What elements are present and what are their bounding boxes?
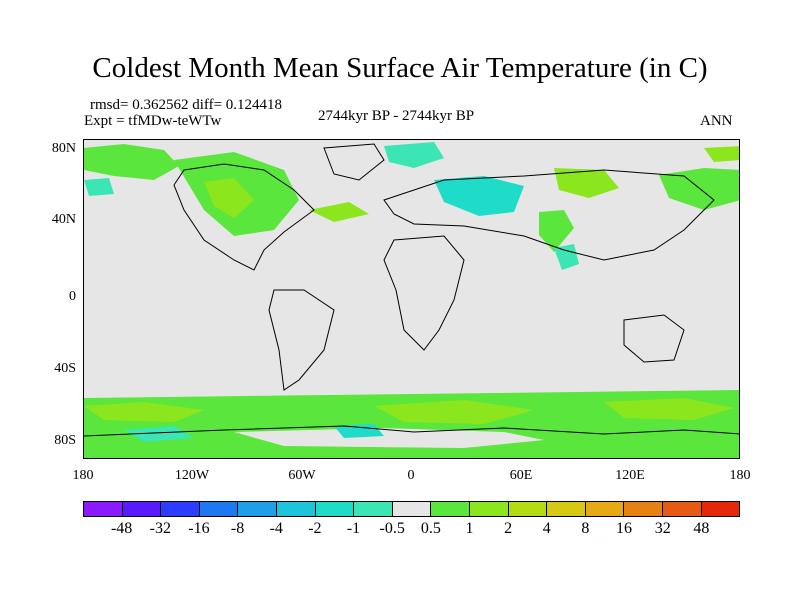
- coastline-north-america: [173, 163, 315, 271]
- xtick-180w: 180: [72, 468, 94, 483]
- colorbar-label: 1: [465, 520, 474, 537]
- colorbar-box-10: [469, 502, 509, 516]
- colorbar-label: 32: [654, 520, 671, 537]
- xtick-0: 0: [407, 468, 415, 483]
- xtick-60w: 60W: [288, 468, 316, 483]
- colorbar-box-11: [508, 502, 548, 516]
- warm-region-tibet: [539, 210, 574, 252]
- cool-region-antarctic-pacific: [124, 426, 194, 442]
- colorbar-label: -8: [230, 520, 245, 537]
- cool-region-india: [554, 244, 579, 270]
- cool-region-alaska: [84, 178, 114, 196]
- experiment-label: Expt = tfMDw-teWTw: [84, 113, 222, 129]
- coastline-greenland: [323, 143, 385, 181]
- xtick-180e: 180: [729, 468, 751, 483]
- map-plot-area: [83, 139, 740, 459]
- ytick-80s: 80S: [54, 433, 76, 448]
- cool-region-west-siberia: [434, 176, 524, 216]
- warm-region-so-atlantic: [374, 400, 534, 424]
- colorbar-label: 8: [581, 520, 590, 537]
- colorbar-box-2: [161, 502, 200, 516]
- colorbar-box-0: [84, 502, 123, 516]
- warm-region-southern-ocean: [84, 390, 739, 458]
- colorbar-box-16: [701, 502, 740, 516]
- colorbar-box-6: [315, 502, 355, 516]
- warm-region-northpacific: [84, 144, 179, 180]
- cool-region-weddell: [334, 424, 384, 438]
- warm-region-east-asia: [659, 168, 739, 210]
- cool-anomaly-regions: [84, 142, 579, 442]
- warm-region-so-pacific: [84, 402, 204, 422]
- coastline-south-america: [268, 289, 335, 391]
- period-label: 2744kyr BP - 2744kyr BP: [318, 108, 475, 124]
- colorbar-label: -4: [269, 520, 283, 537]
- colorbar-box-14: [624, 502, 663, 516]
- xtick-60e: 60E: [509, 468, 533, 483]
- colorbar-box-5: [276, 502, 316, 516]
- neutral-region-antarctica: [234, 428, 544, 448]
- colorbar-box-3: [199, 502, 239, 516]
- colorbar-box-8: [392, 502, 432, 516]
- colorbar-label: 0.5: [420, 520, 441, 537]
- xtick-120w: 120W: [174, 468, 210, 483]
- colorbar-label: 48: [693, 520, 710, 537]
- colorbar-label: -1: [346, 520, 361, 537]
- warm-region-arctic-east: [704, 146, 739, 162]
- warm-region-siberia: [554, 168, 619, 198]
- warm-region-rockies: [204, 178, 254, 218]
- cool-region-greenland-sea: [384, 142, 444, 168]
- colorbar-box-1: [122, 502, 162, 516]
- colorbar-box-4: [238, 502, 277, 516]
- ytick-40s: 40S: [54, 361, 76, 376]
- colorbar-label: -0.5: [379, 520, 405, 537]
- anomaly-map: [84, 140, 739, 458]
- chart-title: Coldest Month Mean Surface Air Temperatu…: [92, 52, 708, 84]
- coastline-eurasia: [383, 169, 715, 261]
- rmsd-diff-stats: rmsd= 0.362562 diff= 0.124418: [90, 97, 283, 113]
- coastlines: [84, 143, 739, 437]
- warm-region-so-indian: [604, 398, 734, 420]
- colorbar-label: 2: [504, 520, 513, 537]
- colorbar-label: -48: [110, 520, 133, 537]
- ytick-80n: 80N: [51, 141, 76, 156]
- ytick-equator: 0: [69, 289, 76, 304]
- colorbar-label: 16: [616, 520, 633, 537]
- warm-region-atlantic: [309, 202, 369, 222]
- colorbar-label: -2: [308, 520, 322, 537]
- season-label: ANN: [700, 113, 733, 129]
- coastline-africa: [383, 235, 465, 351]
- xtick-120e: 120E: [615, 468, 645, 483]
- colorbar-box-12: [547, 502, 586, 516]
- coastline-antarctica: [84, 425, 739, 437]
- coastline-australia: [623, 314, 685, 363]
- colorbar-label: 4: [542, 520, 551, 537]
- colorbar-label: -16: [188, 520, 210, 537]
- colorbar: [83, 501, 740, 517]
- colorbar-label: -32: [149, 520, 171, 537]
- colorbar-box-9: [431, 502, 470, 516]
- colorbar-box-7: [354, 502, 393, 516]
- colorbar-box-13: [585, 502, 625, 516]
- colorbar-box-15: [662, 502, 702, 516]
- ytick-40n: 40N: [51, 212, 76, 227]
